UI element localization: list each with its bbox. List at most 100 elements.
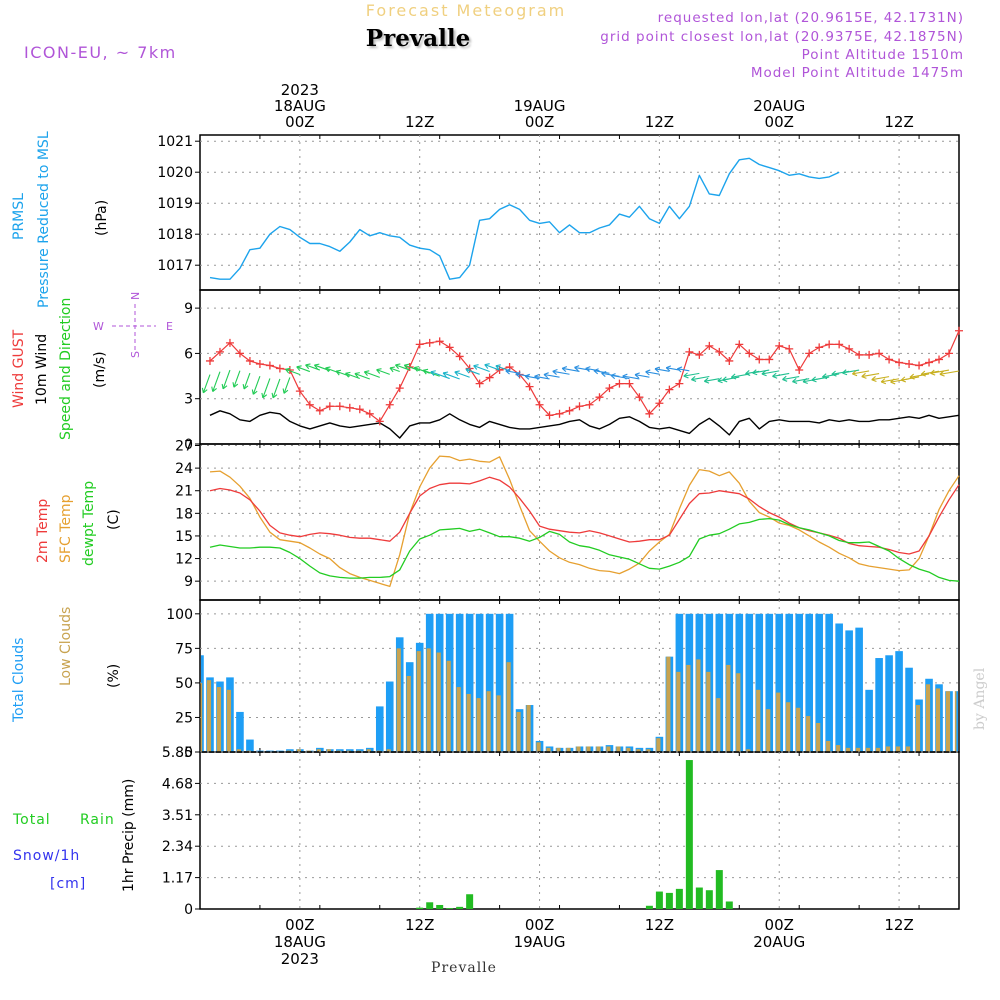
- wind-arrowhead: [665, 365, 672, 372]
- gust-marker: [325, 402, 334, 411]
- wind-arrowhead: [201, 387, 208, 394]
- wind-arrow: [852, 370, 870, 375]
- gust-marker: [815, 343, 824, 352]
- lowclouds-label: Low Clouds: [58, 607, 74, 686]
- bottom-time-label: 12Z: [884, 916, 913, 934]
- wind-arrow: [202, 374, 211, 393]
- gust-marker: [615, 379, 624, 388]
- low-clouds-bar: [666, 656, 671, 752]
- total-clouds-bar: [201, 655, 204, 752]
- total-clouds-bar: [905, 667, 913, 752]
- gust-marker: [875, 349, 884, 358]
- wind-arrowhead: [722, 376, 728, 383]
- wind-arrow: [454, 371, 470, 378]
- gust-marker: [655, 399, 664, 408]
- compass-n: N: [129, 292, 142, 300]
- temperature-panel: 9 12 15 18 21 24 27: [175, 439, 960, 601]
- gust-marker: [745, 349, 754, 358]
- low-clouds-bar: [756, 689, 761, 752]
- wind-arrowhead: [930, 369, 936, 376]
- wind-arrowhead: [634, 372, 640, 379]
- clouds-unit: (%): [106, 664, 122, 688]
- wind-arrow: [364, 371, 380, 378]
- wind-arrowhead: [792, 377, 798, 384]
- precip-bar: [655, 891, 663, 909]
- ytick-label: 5.85: [162, 745, 193, 761]
- wind-arrowhead: [389, 366, 395, 373]
- low-clouds-bar: [466, 693, 471, 752]
- total-clouds-bar: [236, 711, 244, 752]
- wind-arrow: [222, 369, 231, 390]
- total-clouds-bar: [795, 613, 804, 752]
- gust-marker: [235, 349, 244, 358]
- wind-arrowhead: [730, 373, 737, 380]
- low-clouds-bar: [486, 691, 491, 752]
- total-clouds-bar: [885, 655, 893, 752]
- wind-arrowhead: [890, 378, 896, 385]
- wind10m-line: [209, 410, 960, 439]
- wind-arrow: [442, 372, 460, 380]
- snow-label: Snow/1h: [13, 848, 80, 864]
- wind-arrowhead: [282, 388, 289, 394]
- wind-arrowhead: [403, 363, 410, 370]
- total-clouds-bar: [815, 613, 823, 752]
- gust-marker: [395, 384, 404, 393]
- credit-watermark: by Angel: [972, 667, 988, 730]
- low-clouds-bar: [676, 671, 681, 752]
- wind-arrow: [543, 373, 560, 378]
- gust-marker: [825, 340, 834, 349]
- ytick-label: 3: [184, 392, 193, 408]
- total-clouds-bar: [495, 613, 504, 752]
- total-clouds-bar: [785, 613, 794, 752]
- top-time-label: 12Z: [645, 113, 674, 131]
- low-clouds-bar: [766, 709, 771, 752]
- top-time-label: 2023: [281, 81, 319, 99]
- gust-marker: [385, 400, 394, 409]
- gust-marker: [275, 364, 284, 373]
- wind-arrow: [909, 373, 930, 378]
- total-clouds-bar: [835, 623, 843, 752]
- gust-marker: [565, 406, 574, 415]
- precip-bar: [715, 870, 723, 909]
- footer-location: Prevalle: [431, 960, 497, 976]
- wind-arrow: [666, 367, 680, 371]
- pressure-label-prmsl: PRMSL: [11, 193, 27, 240]
- wind-arrowhead: [852, 370, 858, 377]
- wind-arrowhead: [610, 373, 616, 380]
- wind-arrowhead: [871, 375, 877, 382]
- gust-marker: [625, 379, 634, 388]
- gust-marker: [935, 355, 944, 364]
- ytick-label: 2.34: [162, 839, 193, 855]
- gust-marker: [335, 402, 344, 411]
- precip-unit: 1hr Precip (mm): [121, 779, 137, 892]
- low-clouds-bar: [416, 651, 421, 752]
- wind-arrow: [782, 376, 800, 381]
- low-clouds-bar: [816, 722, 821, 752]
- model-altitude: Model Point Altitude 1475m: [751, 65, 964, 81]
- gust-marker: [955, 326, 963, 335]
- low-clouds-bar: [426, 648, 431, 752]
- wind-arrow: [430, 371, 450, 380]
- wind-arrow: [473, 365, 490, 372]
- bottom-time-label: 00Z: [285, 916, 314, 934]
- totalclouds-label: Total Clouds: [11, 638, 27, 723]
- wind-arrow: [691, 375, 710, 381]
- compass-e: E: [166, 320, 173, 333]
- model-label: ICON-EU, ~ 7km: [24, 43, 177, 62]
- gust-marker: [905, 359, 914, 368]
- wind-arrow: [262, 378, 271, 399]
- location-title: Prevalle: [366, 25, 470, 52]
- ytick-label: 50: [175, 676, 193, 692]
- wind-arrowhead: [601, 370, 607, 377]
- wind-arrow: [677, 368, 690, 372]
- low-clouds-bar: [905, 746, 911, 752]
- gust-marker: [585, 400, 594, 409]
- gust-marker: [355, 405, 364, 414]
- ytick-label: 75: [175, 641, 193, 657]
- wind-arrowhead: [676, 366, 683, 373]
- low-clouds-bar: [746, 749, 751, 752]
- low-clouds-bar: [836, 745, 841, 752]
- total-clouds-bar: [246, 739, 254, 752]
- gust-marker: [945, 349, 954, 358]
